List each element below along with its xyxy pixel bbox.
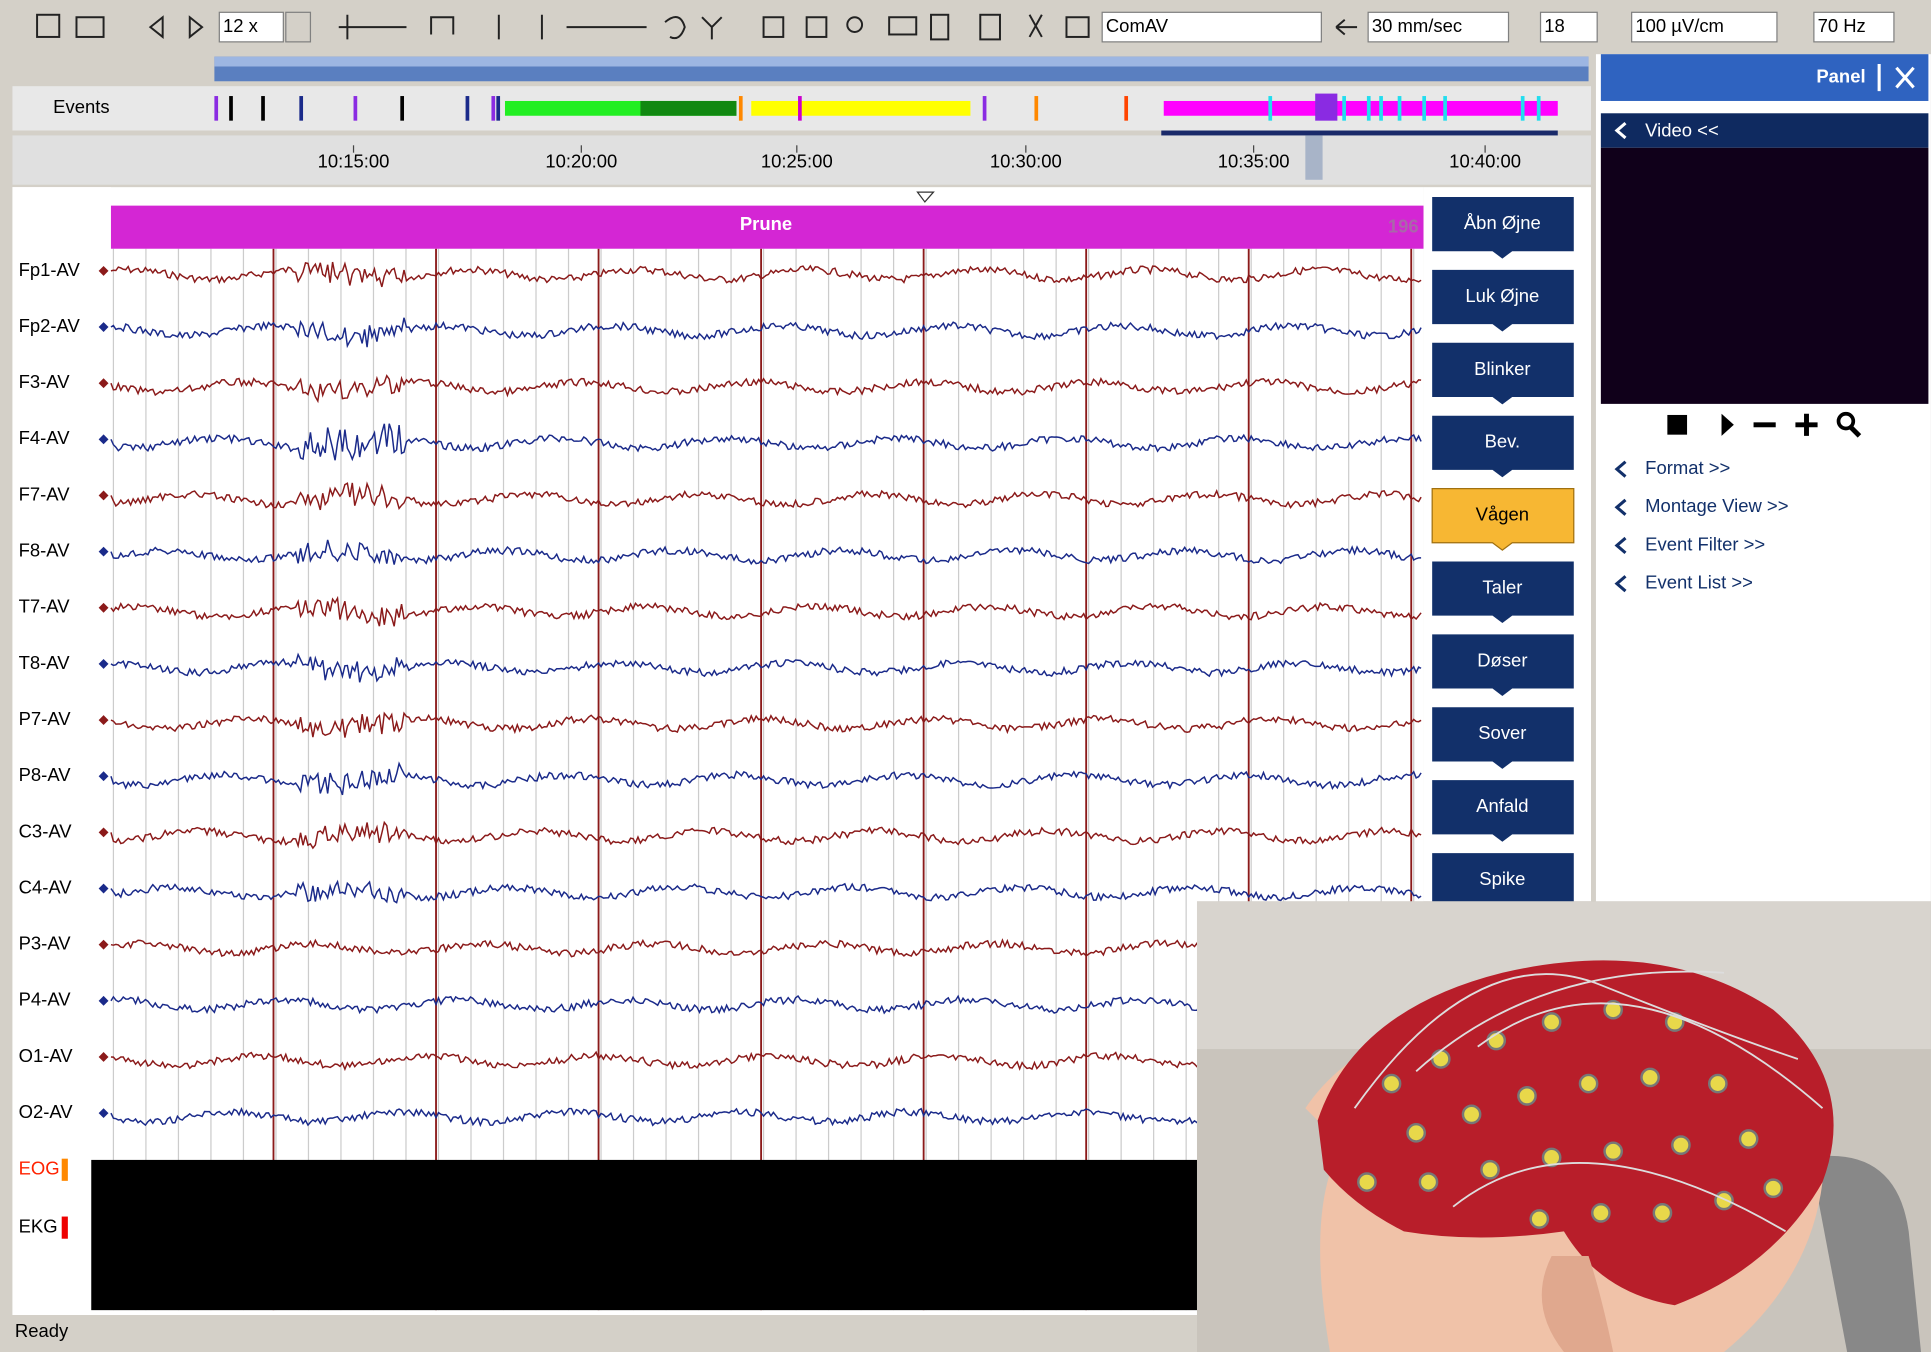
events-label: Events — [53, 96, 109, 117]
event-button-label: Luk Øjne — [1465, 285, 1539, 306]
event-mark — [739, 96, 743, 121]
event-mark — [983, 96, 987, 121]
event-mark — [354, 96, 358, 121]
channel-label: EOG — [19, 1158, 60, 1179]
sensitivity-value: 100 µV/cm — [1635, 15, 1724, 36]
body: {"toolbar":{"zoom":"12 x","montage":"Com… — [0, 0, 1931, 1352]
time-label: 10:25:00 — [761, 150, 833, 171]
event-mark — [400, 96, 404, 121]
event-button-label: Åbn Øjne — [1464, 212, 1541, 233]
channel-label: O2-AV — [19, 1101, 74, 1122]
channel-label: C4-AV — [19, 876, 73, 897]
video-label: Video << — [1645, 120, 1719, 141]
event-button-label: Vågen — [1476, 504, 1529, 525]
event-mark — [1268, 96, 1272, 121]
channel-label: P8-AV — [19, 764, 72, 785]
speed-value: 30 mm/sec — [1372, 15, 1462, 36]
time-cursor — [1305, 135, 1322, 179]
event-mark — [496, 96, 500, 121]
video-window — [1601, 148, 1929, 404]
event-mark — [466, 96, 470, 121]
event-mark — [798, 96, 802, 121]
event-button-label: Blinker — [1474, 358, 1530, 379]
event-mark — [1521, 96, 1525, 121]
channel-label: F8-AV — [19, 540, 71, 561]
channel-label: T7-AV — [19, 596, 71, 617]
banner-label: Prune — [740, 213, 792, 234]
event-button-label: Taler — [1482, 576, 1522, 597]
channels-value: 18 — [1544, 15, 1565, 36]
time-label: 10:30:00 — [990, 150, 1062, 171]
event-mark — [1034, 96, 1038, 121]
eeg-cap-photo — [1197, 901, 1931, 1352]
montage-value: ComAV — [1106, 15, 1169, 36]
zoom-value: 12 x — [223, 15, 259, 36]
event-mark — [261, 96, 265, 121]
overview-highlight — [214, 57, 1588, 67]
event-mark — [214, 96, 218, 121]
status-text: Ready — [15, 1320, 69, 1341]
channel-label: C3-AV — [19, 820, 73, 841]
channel-flag — [62, 1159, 68, 1181]
event-mark — [299, 96, 303, 121]
event-mark — [1398, 96, 1402, 121]
channel-flag — [62, 1217, 68, 1239]
event-button-label: Spike — [1479, 868, 1525, 889]
page: EEG viewer html,body{margin:0;padding:0;… — [0, 0, 1931, 1352]
panel-title: Panel — [1816, 65, 1865, 86]
menu-item[interactable]: Format >> — [1645, 457, 1730, 478]
time-label: 10:40:00 — [1449, 150, 1521, 171]
event-mark — [1124, 96, 1128, 121]
event-mark — [229, 96, 233, 121]
channel-label: F3-AV — [19, 371, 71, 392]
event-mark — [1379, 96, 1383, 121]
event-mark — [1422, 96, 1426, 121]
channel-label: EKG — [19, 1216, 58, 1237]
event-button-label: Bev. — [1485, 431, 1521, 452]
time-label: 10:15:00 — [318, 150, 390, 171]
event-button-label: Anfald — [1476, 795, 1528, 816]
event-mark — [1342, 96, 1346, 121]
channel-label: O1-AV — [19, 1045, 74, 1066]
channel-label: P3-AV — [19, 933, 72, 954]
channel-label: Fp1-AV — [19, 259, 81, 280]
black-overlay — [91, 1160, 1197, 1310]
channel-label: F7-AV — [19, 483, 71, 504]
app-window: 12 x ComAV 30 mm/sec 18 100 µV/cm 70 Hz … — [0, 0, 1931, 1352]
menu-item[interactable]: Montage View >> — [1645, 495, 1788, 516]
menu-item[interactable]: Event List >> — [1645, 572, 1753, 593]
event-mark — [1367, 96, 1371, 121]
filter-value: 70 Hz — [1818, 15, 1866, 36]
channel-labels-column — [12, 187, 111, 1315]
channel-label: T8-AV — [19, 652, 71, 673]
event-mark — [1537, 96, 1541, 121]
menu-item[interactable]: Event Filter >> — [1645, 533, 1765, 554]
channel-label: P4-AV — [19, 989, 72, 1010]
channel-label: Fp2-AV — [19, 315, 81, 336]
dropdown-button[interactable] — [286, 12, 311, 42]
time-label: 10:35:00 — [1218, 150, 1290, 171]
banner-page: 196 — [1388, 216, 1419, 237]
channel-label: F4-AV — [19, 427, 71, 448]
time-label: 10:20:00 — [545, 150, 617, 171]
event-mark — [491, 96, 495, 121]
event-button-label: Sover — [1478, 722, 1526, 743]
event-button-label: Døser — [1477, 649, 1527, 670]
event-mark — [1443, 96, 1447, 121]
channel-label: P7-AV — [19, 708, 72, 729]
